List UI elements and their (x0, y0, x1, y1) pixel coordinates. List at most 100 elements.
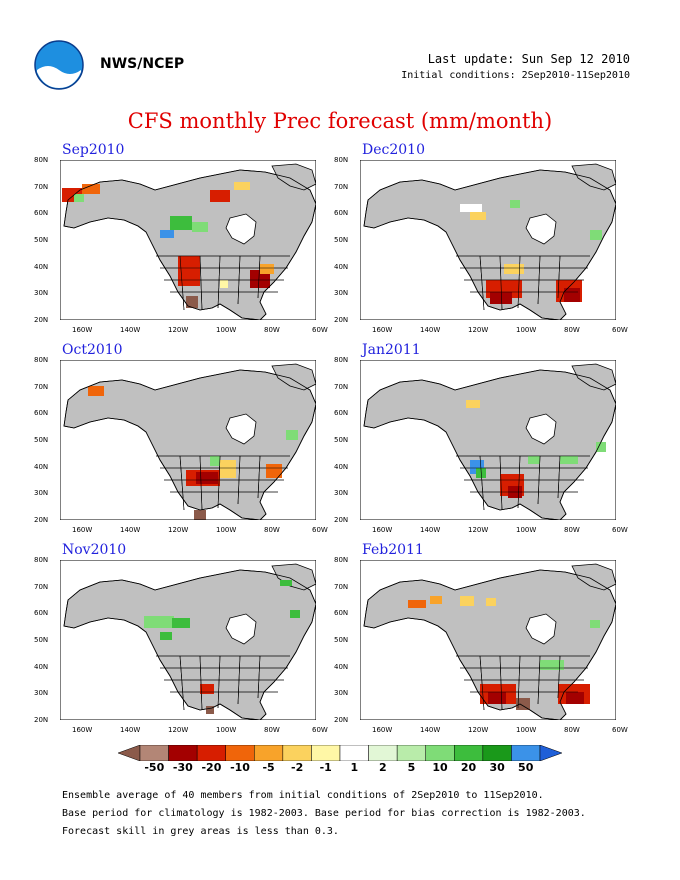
map-panel-dec2010: Dec2010 80N 70N 60N 50N 40N 30N 20N 160W 140W 120… (334, 142, 660, 350)
lon-label: 160W (372, 326, 393, 334)
anomaly-patch (206, 706, 214, 714)
lat-label: 50N (334, 636, 349, 644)
anomaly-patch (504, 264, 524, 274)
anomaly-patch (408, 600, 426, 608)
footer-line-2: Base period for climatology is 1982-2003… (62, 808, 586, 819)
anomaly-patch (220, 460, 236, 478)
lat-label: 80N (334, 356, 349, 364)
colorbar-segment (339, 745, 369, 761)
anomaly-patch (172, 618, 190, 628)
anomaly-patch (528, 456, 540, 464)
org-name: NWS/NCEP (100, 56, 185, 72)
lon-label: 160W (72, 326, 93, 334)
lat-label: 40N (334, 462, 349, 471)
colorbar-segment (368, 745, 398, 761)
colorbar-label: 50 (518, 761, 534, 774)
lon-label: 140W (120, 526, 141, 534)
anomaly-patch (286, 430, 298, 440)
footer-line-3: Forecast skill in grey areas is less tha… (62, 826, 339, 837)
lat-label: 70N (334, 382, 349, 391)
anomaly-patch (160, 632, 172, 640)
map-canvas (360, 160, 616, 320)
lat-label: 70N (34, 182, 49, 191)
lat-label: 50N (34, 436, 49, 444)
lat-label: 30N (34, 289, 49, 298)
lat-label: 70N (34, 382, 49, 391)
map-canvas (360, 560, 616, 720)
lon-label: 100W (216, 526, 237, 534)
lon-label: 100W (516, 326, 537, 334)
colorbar-segment (311, 745, 341, 761)
lat-label: 40N (34, 262, 49, 271)
colorbar-label: -50 (144, 761, 165, 774)
lat-label: 30N (334, 689, 349, 698)
colorbar-segment (511, 745, 541, 761)
lon-label: 80W (564, 726, 580, 734)
lat-label: 70N (34, 582, 49, 591)
colorbar-segment (225, 745, 255, 761)
anomaly-patch (194, 510, 206, 520)
lon-label: 160W (72, 726, 93, 734)
colorbar-segment (168, 745, 198, 761)
anomaly-patch (266, 464, 282, 478)
anomaly-patch (82, 184, 100, 194)
last-update: Last update: Sun Sep 12 2010 (427, 52, 630, 66)
anomaly-patch (596, 442, 606, 452)
page-title: CFS monthly Prec forecast (mm/month) (127, 109, 553, 133)
map-canvas (360, 360, 616, 520)
anomaly-patch (560, 456, 578, 464)
lat-label: 30N (334, 289, 349, 298)
colorbar-label: 30 (489, 761, 505, 774)
noaa-logo (34, 40, 84, 90)
colorbar-label: -30 (172, 761, 193, 774)
panel-label: Feb2011 (362, 542, 424, 558)
anomaly-patch (234, 182, 250, 190)
colorbar-segment (425, 745, 455, 761)
anomaly-patch (486, 598, 496, 606)
anomaly-patch (186, 296, 198, 308)
anomaly-patch (250, 270, 270, 288)
anomaly-patch (516, 698, 530, 710)
anomaly-patch (196, 472, 218, 484)
lat-label: 60N (34, 209, 49, 218)
colorbar-label: -20 (201, 761, 222, 774)
map-canvas (60, 160, 316, 320)
map-panel-jan2011: Jan2011 80N 70N 60N 50N 40N 30N 20N 160W 140W 120… (334, 342, 660, 550)
lat-label: 50N (334, 236, 349, 244)
lon-label: 140W (420, 526, 441, 534)
colorbar-label: 2 (379, 761, 387, 774)
lon-label: 160W (372, 526, 393, 534)
anomaly-patch (192, 222, 208, 232)
anomaly-patch (280, 580, 292, 586)
lon-label: 80W (264, 526, 280, 534)
map-panel-oct2010: Oct2010 80N 70N 60N 50N 40N 30N 20N 160W 140W 120… (34, 342, 360, 550)
lat-label: 60N (34, 609, 49, 618)
lon-label: 60W (312, 326, 328, 334)
anomaly-patch (590, 230, 602, 240)
lon-label: 120W (468, 726, 489, 734)
lat-label: 30N (34, 489, 49, 498)
lat-label: 40N (34, 662, 49, 671)
lon-label: 60W (612, 326, 628, 334)
colorbar (118, 745, 562, 761)
anomaly-patch (200, 684, 214, 694)
lon-label: 100W (216, 726, 237, 734)
lon-label: 160W (372, 726, 393, 734)
lon-label: 140W (420, 726, 441, 734)
anomaly-patch (460, 204, 482, 212)
colorbar-segment (254, 745, 284, 761)
anomaly-patch (160, 230, 174, 238)
footer-line-1: Ensemble average of 40 members from init… (62, 790, 544, 801)
lon-label: 120W (168, 526, 189, 534)
lon-label: 60W (612, 726, 628, 734)
lat-label: 20N (34, 716, 49, 724)
lat-label: 40N (334, 262, 349, 271)
initial-conditions: Initial conditions: 2Sep2010-11Sep2010 (401, 70, 630, 81)
colorbar-segment (139, 745, 169, 761)
anomaly-patch (490, 292, 512, 304)
lat-label: 20N (334, 516, 349, 524)
anomaly-patch (210, 190, 230, 202)
lat-label: 20N (334, 716, 349, 724)
lat-label: 20N (334, 316, 349, 324)
lon-label: 120W (468, 526, 489, 534)
